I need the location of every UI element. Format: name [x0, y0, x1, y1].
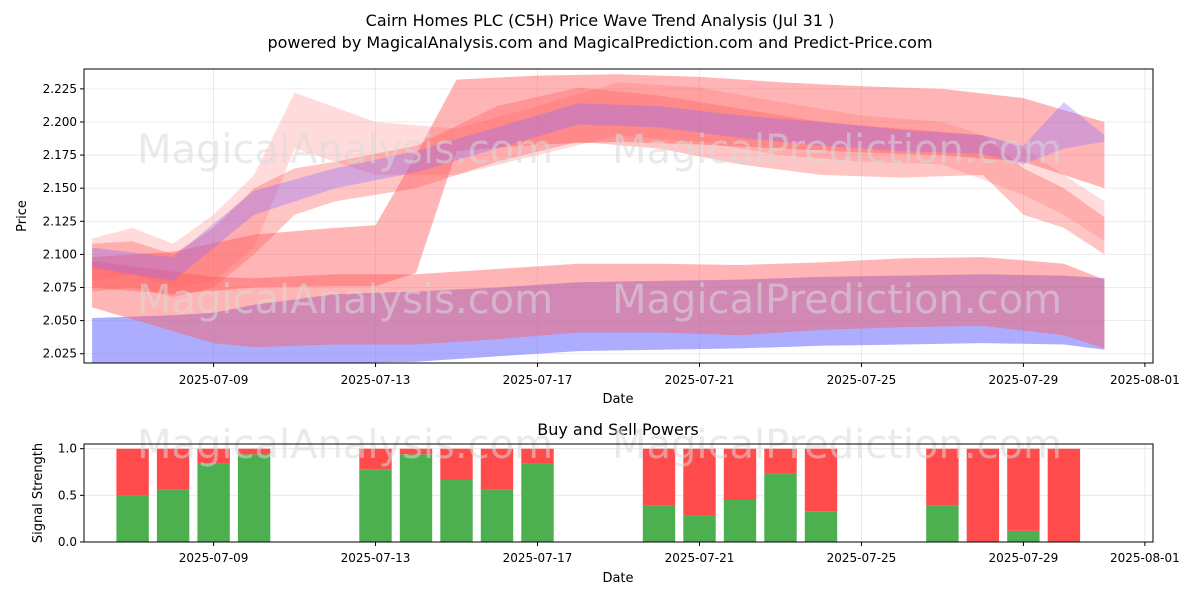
price-y-tick-label: 2.175 — [43, 148, 77, 162]
watermark-prediction-top: MagicalPrediction.com — [612, 127, 1062, 173]
watermark-analysis-top: MagicalAnalysis.com — [137, 127, 553, 173]
price-y-tick-label: 2.200 — [43, 115, 77, 129]
sell-power-bar — [521, 448, 554, 464]
price-watermarks: MagicalAnalysis.com MagicalPrediction.co… — [137, 127, 1062, 323]
watermark-prediction-mid: MagicalPrediction.com — [612, 277, 1062, 323]
sell-power-bar — [440, 448, 473, 480]
sell-power-bar — [197, 448, 230, 464]
buy-power-bar — [1007, 530, 1040, 542]
buy-power-bar — [237, 454, 271, 542]
price-bands — [92, 74, 1105, 363]
sell-power-bar — [683, 448, 716, 516]
price-x-tick-label: 2025-07-29 — [989, 373, 1059, 387]
buy-power-bar — [926, 505, 959, 542]
sell-power-bar — [156, 448, 190, 490]
chart-title: Cairn Homes PLC (C5H) Price Wave Trend A… — [366, 11, 835, 30]
buy-power-bar — [359, 469, 392, 542]
price-x-tick-label: 2025-07-09 — [179, 373, 249, 387]
sell-power-bar — [116, 448, 149, 496]
watermark-analysis-mid: MagicalAnalysis.com — [137, 277, 553, 323]
price-x-axis-label: Date — [602, 392, 633, 407]
price-x-tick-label: 2025-07-17 — [503, 373, 573, 387]
price-wave-band — [92, 74, 1105, 295]
signal-axes-frame — [83, 443, 1154, 543]
buy-power-bar — [116, 495, 149, 542]
buy-power-bar — [440, 479, 473, 542]
sell-power-bar — [926, 448, 959, 506]
signal-x-tick-label: 2025-08-01 — [1110, 551, 1180, 565]
signal-chart-title: Buy and Sell Powers — [537, 420, 699, 439]
price-y-tick-label: 2.125 — [43, 214, 77, 228]
signal-y-axis-label: Signal Strength — [31, 443, 46, 543]
sell-power-bar — [642, 448, 676, 506]
price-wave-band — [92, 257, 1105, 349]
buy-power-bar — [480, 489, 514, 542]
signal-x-tick-label: 2025-07-13 — [341, 551, 411, 565]
watermark-analysis-bottom: MagicalAnalysis.com — [137, 422, 553, 468]
price-y-tick-label: 2.100 — [43, 247, 77, 261]
buy-power-bar — [399, 454, 433, 542]
signal-x-tick-label: 2025-07-17 — [503, 551, 573, 565]
price-wave-band — [92, 274, 1105, 363]
sell-power-bar — [1047, 448, 1081, 542]
sell-power-bar — [359, 448, 392, 470]
signal-x-tick-label: 2025-07-21 — [665, 551, 735, 565]
price-panel: MagicalAnalysis.com MagicalPrediction.co… — [15, 68, 1180, 407]
sell-power-bar — [804, 448, 838, 512]
price-x-tick-label: 2025-07-13 — [341, 373, 411, 387]
price-y-tick-label: 2.225 — [43, 82, 77, 96]
sell-power-bar — [1007, 448, 1040, 531]
sell-power-bar — [480, 448, 514, 490]
price-wave-band — [92, 87, 1105, 297]
watermark-prediction-bottom: MagicalPrediction.com — [612, 422, 1062, 468]
signal-ticks: 2025-07-09 2025-07-13 2025-07-17 2025-07-21… — [58, 442, 1180, 565]
price-y-axis-label: Price — [15, 200, 30, 232]
price-x-tick-label: 2025-07-25 — [827, 373, 897, 387]
price-wave-band — [92, 82, 1105, 288]
sell-power-bar — [764, 448, 797, 474]
signal-y-tick-label: 0.5 — [58, 488, 77, 502]
buy-power-bar — [156, 489, 190, 542]
buy-power-bar — [764, 473, 797, 542]
signal-panel: Buy and Sell Powers MagicalAnalysis.com … — [31, 420, 1180, 586]
buy-power-bar — [723, 500, 757, 542]
price-x-tick-label: 2025-07-21 — [665, 373, 735, 387]
signal-y-tick-label: 0.0 — [58, 535, 77, 549]
signal-watermarks: MagicalAnalysis.com MagicalPrediction.co… — [137, 422, 1062, 468]
signal-y-tick-label: 1.0 — [58, 442, 77, 456]
chart-subtitle: powered by MagicalAnalysis.com and Magic… — [267, 33, 932, 52]
buy-power-bar — [521, 463, 554, 542]
sell-power-bar — [399, 448, 433, 455]
price-y-tick-label: 2.075 — [43, 281, 77, 295]
sell-power-bar — [237, 448, 271, 455]
buy-power-bar — [197, 463, 230, 542]
buy-power-bar — [683, 515, 716, 542]
price-y-tick-label: 2.050 — [43, 314, 77, 328]
price-x-tick-label: 2025-08-01 — [1110, 373, 1180, 387]
price-y-tick-label: 2.025 — [43, 347, 77, 361]
price-axes-frame — [83, 68, 1154, 364]
sell-power-bar — [723, 448, 757, 500]
price-ticks: 2025-07-09 2025-07-13 2025-07-17 2025-07-21… — [43, 82, 1180, 387]
buy-power-bar — [642, 505, 676, 542]
buy-power-bar — [804, 511, 838, 542]
sell-power-bar — [966, 448, 1000, 542]
price-wave-band — [92, 102, 1105, 281]
signal-x-axis-label: Date — [602, 571, 633, 586]
signal-x-tick-label: 2025-07-09 — [179, 551, 249, 565]
signal-x-tick-label: 2025-07-29 — [989, 551, 1059, 565]
signal-x-tick-label: 2025-07-25 — [827, 551, 897, 565]
signal-bars — [116, 448, 1081, 542]
price-y-tick-label: 2.150 — [43, 181, 77, 195]
